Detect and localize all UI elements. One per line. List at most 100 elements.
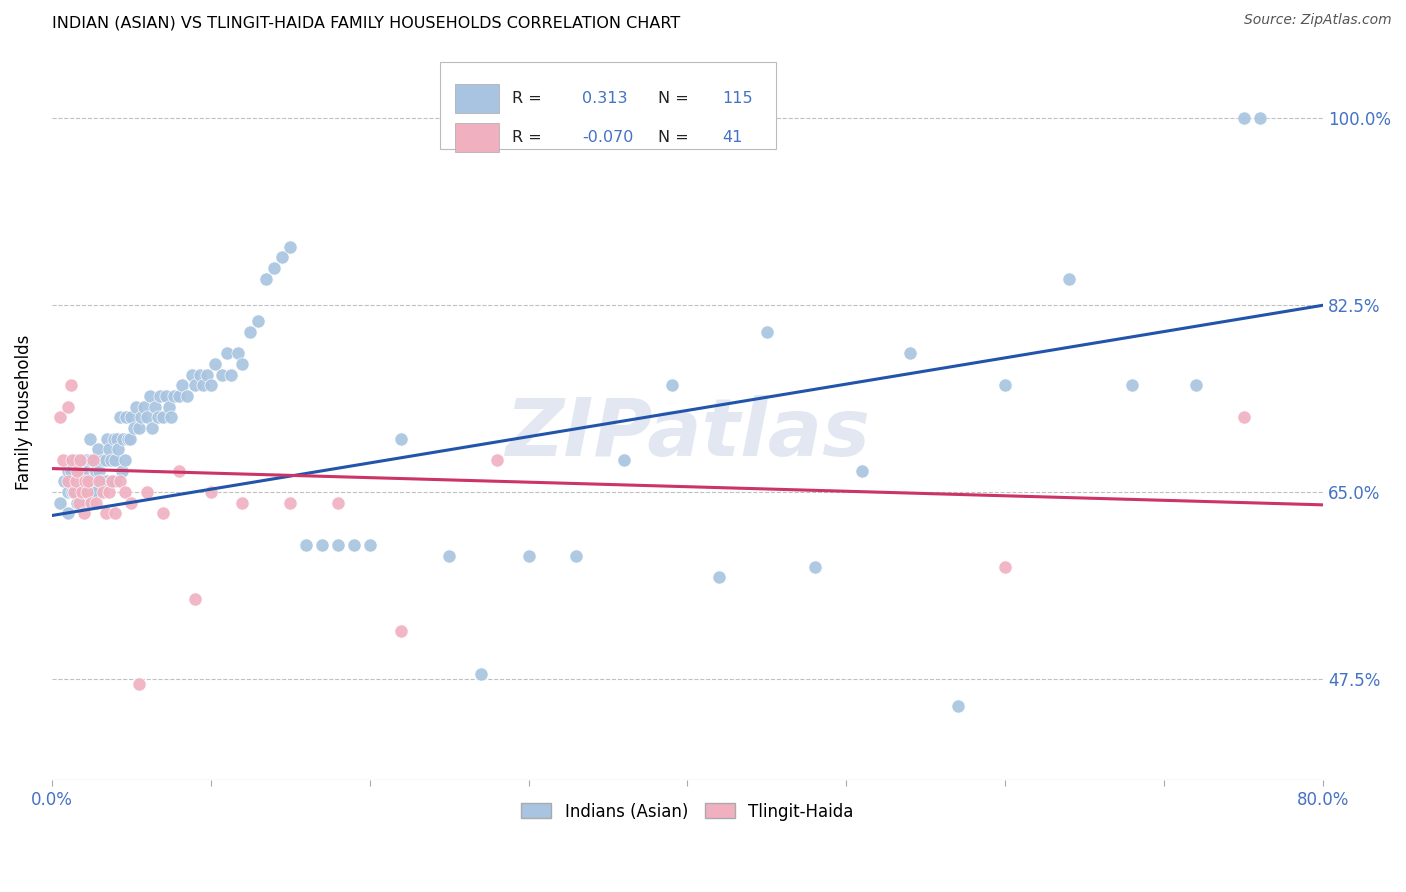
Point: [83, 464, 105, 478]
Point: [59, 464, 82, 478]
Point: [485, 453, 508, 467]
Point: [254, 271, 277, 285]
Point: [84, 485, 107, 500]
Point: [141, 421, 163, 435]
Point: [326, 538, 349, 552]
Point: [56, 507, 79, 521]
Point: [53, 475, 76, 489]
Point: [437, 549, 460, 563]
Point: [67, 464, 90, 478]
Point: [311, 538, 333, 552]
Point: [221, 368, 243, 382]
Point: [180, 368, 202, 382]
Point: [76, 496, 98, 510]
Point: [80, 453, 103, 467]
Point: [65, 453, 87, 467]
Point: [226, 346, 249, 360]
Point: [56, 475, 79, 489]
Point: [76, 485, 98, 500]
Point: [72, 453, 94, 467]
Point: [200, 378, 222, 392]
Point: [83, 453, 105, 467]
Point: [295, 538, 318, 552]
Point: [107, 442, 129, 457]
Point: [96, 475, 118, 489]
Point: [359, 538, 381, 552]
Point: [56, 464, 79, 478]
Point: [48, 410, 70, 425]
Point: [91, 485, 114, 500]
Point: [1233, 112, 1256, 126]
Text: 115: 115: [721, 91, 752, 106]
Text: N =: N =: [658, 91, 689, 106]
Point: [129, 410, 152, 425]
Point: [128, 677, 150, 691]
Point: [136, 485, 159, 500]
Text: INDIAN (ASIAN) VS TLINGIT-HAIDA FAMILY HOUSEHOLDS CORRELATION CHART: INDIAN (ASIAN) VS TLINGIT-HAIDA FAMILY H…: [52, 15, 681, 30]
Point: [389, 432, 412, 446]
Point: [75, 475, 97, 489]
Point: [851, 464, 873, 478]
Point: [97, 442, 120, 457]
Point: [389, 624, 412, 638]
Point: [124, 421, 146, 435]
Point: [89, 475, 111, 489]
Point: [263, 260, 285, 275]
Point: [1249, 112, 1271, 126]
Point: [84, 464, 107, 478]
Point: [70, 485, 93, 500]
Point: [77, 485, 100, 500]
Point: [69, 485, 91, 500]
Point: [76, 453, 98, 467]
Point: [96, 432, 118, 446]
Point: [278, 239, 301, 253]
Point: [97, 485, 120, 500]
Point: [80, 475, 103, 489]
Point: [211, 368, 233, 382]
Point: [157, 400, 180, 414]
Point: [104, 453, 127, 467]
Point: [231, 496, 253, 510]
Point: [56, 485, 79, 500]
Point: [197, 368, 219, 382]
Point: [62, 485, 84, 500]
Text: R =: R =: [512, 91, 541, 106]
Point: [565, 549, 588, 563]
Point: [170, 378, 193, 392]
Point: [112, 432, 135, 446]
Point: [803, 559, 825, 574]
Point: [613, 453, 636, 467]
Point: [103, 432, 125, 446]
Text: ZIPatlas: ZIPatlas: [505, 395, 870, 473]
Text: 41: 41: [721, 130, 742, 145]
Point: [82, 485, 104, 500]
Point: [125, 400, 148, 414]
Point: [82, 453, 104, 467]
Point: [75, 475, 97, 489]
Point: [278, 496, 301, 510]
Point: [152, 507, 174, 521]
Point: [231, 357, 253, 371]
Point: [215, 346, 238, 360]
Point: [132, 400, 155, 414]
Point: [139, 389, 162, 403]
Point: [89, 464, 111, 478]
Point: [239, 325, 262, 339]
Point: [66, 496, 89, 510]
Point: [63, 485, 86, 500]
Point: [204, 357, 226, 371]
Point: [72, 485, 94, 500]
Point: [191, 378, 214, 392]
Point: [184, 378, 207, 392]
Point: [118, 432, 141, 446]
Point: [48, 496, 70, 510]
Point: [148, 410, 170, 425]
Point: [117, 432, 139, 446]
Point: [114, 485, 136, 500]
Point: [87, 442, 110, 457]
Point: [128, 421, 150, 435]
Point: [77, 475, 100, 489]
Point: [77, 464, 100, 478]
Point: [80, 496, 103, 510]
Point: [108, 475, 131, 489]
